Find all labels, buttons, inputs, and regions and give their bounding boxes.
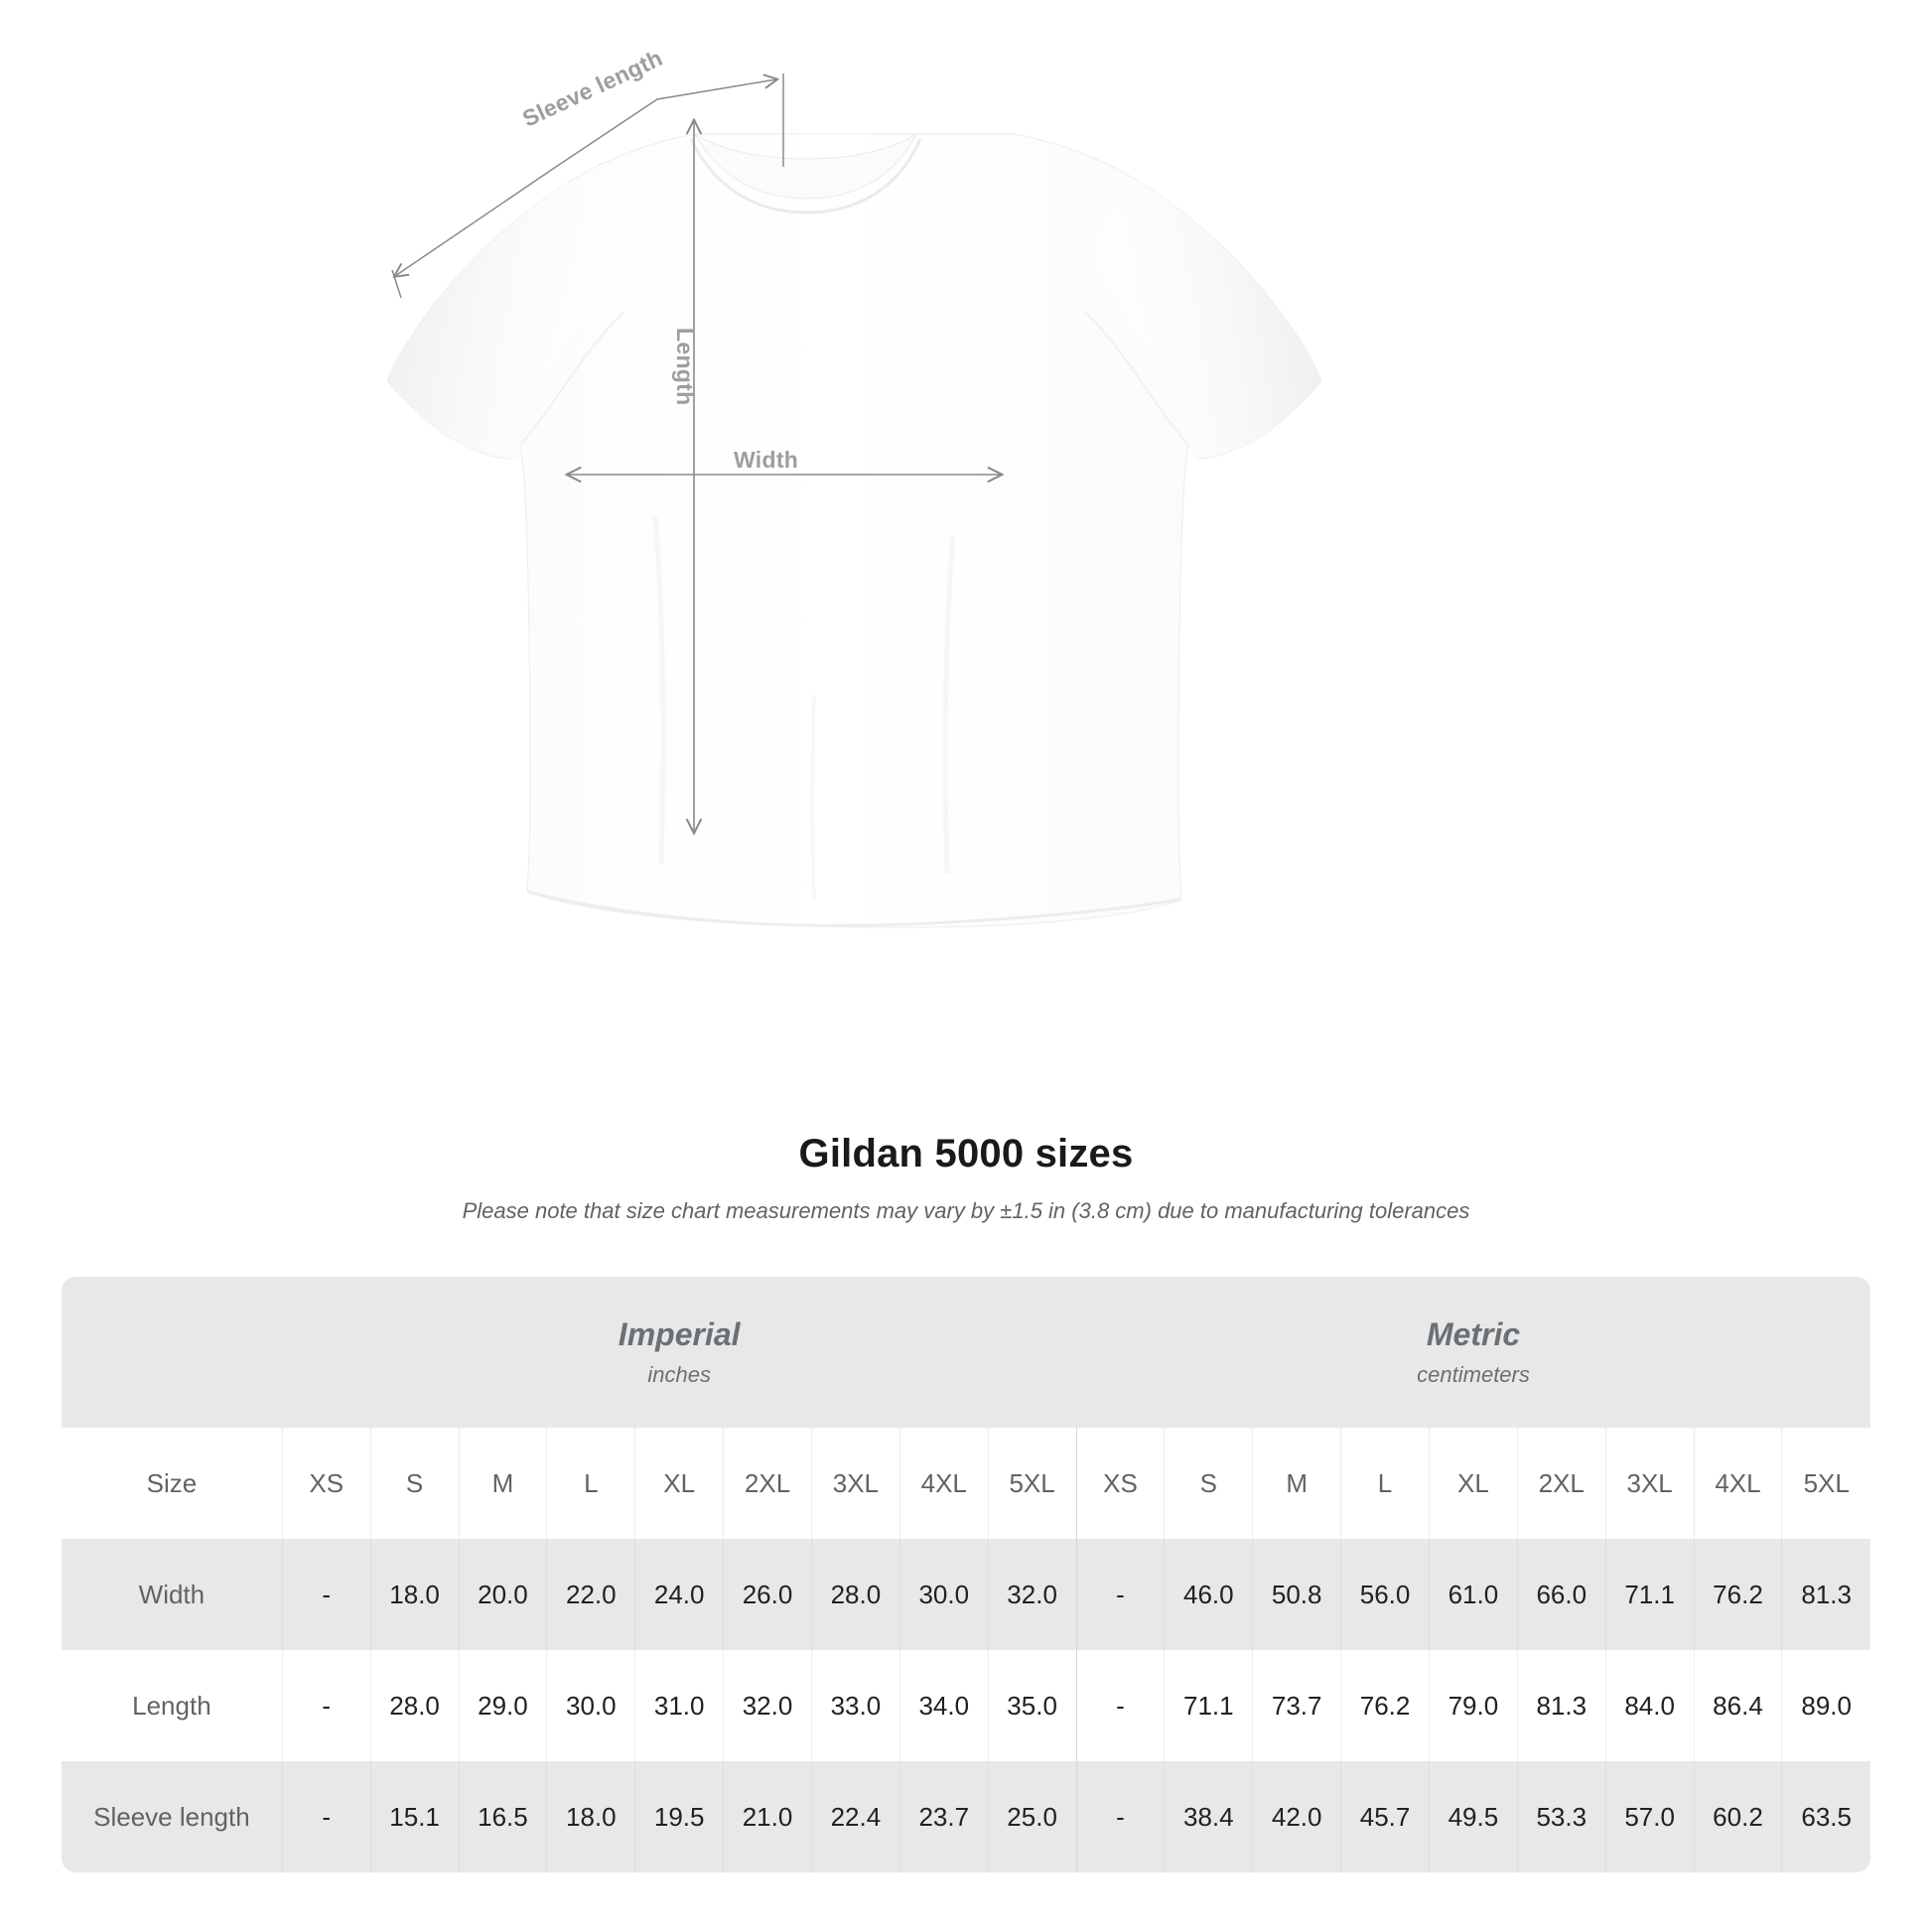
cell-sleeve-length-metric-4xl: 60.2 (1693, 1761, 1782, 1872)
unit-group-unit: centimeters (1417, 1362, 1530, 1388)
cell-sleeve-length-imperial-2xl: 21.0 (723, 1761, 812, 1872)
cell-length-metric-3xl: 84.0 (1604, 1650, 1695, 1761)
cell-length-metric-5xl: 89.0 (1781, 1650, 1870, 1761)
tshirt-illustration (386, 73, 1322, 928)
cell-width-metric-xs: - (1075, 1539, 1165, 1650)
unit-group-metric: Metric centimeters (1076, 1277, 1870, 1428)
cell-width-imperial-4xl: 30.0 (898, 1539, 989, 1650)
size-header-5xl: 5XL (1781, 1428, 1870, 1539)
size-header-3xl: 3XL (810, 1428, 900, 1539)
cell-sleeve-length-imperial-xl: 19.5 (634, 1761, 724, 1872)
cell-length-imperial-3xl: 33.0 (810, 1650, 900, 1761)
size-header-4xl: 4XL (898, 1428, 989, 1539)
unit-group-imperial: Imperial inches (282, 1277, 1077, 1428)
size-header-xs: XS (281, 1428, 371, 1539)
cell-width-imperial-l: 22.0 (546, 1539, 635, 1650)
size-header-xl: XL (634, 1428, 724, 1539)
cell-width-metric-l: 56.0 (1340, 1539, 1430, 1650)
cell-width-imperial-xl: 24.0 (634, 1539, 724, 1650)
shirt-shape (386, 132, 1322, 928)
cell-length-metric-s: 71.1 (1164, 1650, 1253, 1761)
size-header-row: Size XS S M L XL 2XL 3XL 4XL 5XL XS S M L XL 2XL 3XL 4XL 5… (62, 1428, 1870, 1539)
size-chart-table-wrapper: Imperial inches Metric centimeters Size XS S M L… (62, 1277, 1870, 1872)
cell-sleeve-length-metric-m: 42.0 (1252, 1761, 1341, 1872)
cell-length-imperial-m: 29.0 (458, 1650, 547, 1761)
size-header-s: S (369, 1428, 460, 1539)
cell-sleeve-length-imperial-m: 16.5 (458, 1761, 547, 1872)
unit-group-unit: inches (647, 1362, 711, 1388)
cell-width-metric-xl: 61.0 (1428, 1539, 1518, 1650)
length-label: Length (672, 328, 698, 406)
cell-width-metric-m: 50.8 (1252, 1539, 1341, 1650)
size-header-4xl: 4XL (1693, 1428, 1782, 1539)
size-header-s: S (1164, 1428, 1253, 1539)
size-header-3xl: 3XL (1604, 1428, 1695, 1539)
cell-sleeve-length-imperial-4xl: 23.7 (898, 1761, 989, 1872)
cell-width-metric-5xl: 81.3 (1781, 1539, 1870, 1650)
width-label: Width (734, 447, 799, 473)
cell-width-metric-2xl: 66.0 (1516, 1539, 1606, 1650)
size-header-m: M (1252, 1428, 1341, 1539)
table-row: Length -28.0 29.0 30.0 31.0 32.0 33.0 34.0 35.0-… (62, 1650, 1870, 1761)
size-header-2xl: 2XL (723, 1428, 812, 1539)
cell-length-imperial-s: 28.0 (369, 1650, 460, 1761)
size-chart-table: Imperial inches Metric centimeters Size XS S M L… (62, 1277, 1870, 1872)
cell-sleeve-length-metric-3xl: 57.0 (1604, 1761, 1695, 1872)
size-header-xs: XS (1075, 1428, 1165, 1539)
cell-width-imperial-3xl: 28.0 (810, 1539, 900, 1650)
cell-sleeve-length-imperial-s: 15.1 (369, 1761, 460, 1872)
size-header-l: L (1340, 1428, 1430, 1539)
size-header-5xl: 5XL (987, 1428, 1077, 1539)
cell-length-metric-l: 76.2 (1340, 1650, 1430, 1761)
page-title: Gildan 5000 sizes (798, 1132, 1134, 1175)
row-label-length: Length (62, 1650, 283, 1761)
cell-width-imperial-xs: - (281, 1539, 371, 1650)
cell-sleeve-length-metric-xs: - (1075, 1761, 1165, 1872)
size-header-xl: XL (1428, 1428, 1518, 1539)
cell-sleeve-length-imperial-3xl: 22.4 (810, 1761, 900, 1872)
table-row: Width -18.0 20.0 22.0 24.0 26.0 28.0 30.0 32.0-4… (62, 1539, 1870, 1650)
row-label-sleeve-length: Sleeve length (62, 1761, 283, 1872)
cell-length-metric-2xl: 81.3 (1516, 1650, 1606, 1761)
cell-width-metric-3xl: 71.1 (1604, 1539, 1695, 1650)
sleeve-length-dimension-arrow (391, 73, 784, 299)
cell-length-imperial-4xl: 34.0 (898, 1650, 989, 1761)
size-header-l: L (546, 1428, 635, 1539)
cell-sleeve-length-metric-xl: 49.5 (1428, 1761, 1518, 1872)
cell-sleeve-length-metric-s: 38.4 (1164, 1761, 1253, 1872)
cell-length-imperial-xl: 31.0 (634, 1650, 724, 1761)
unit-header-spacer (62, 1277, 283, 1428)
cell-sleeve-length-imperial-l: 18.0 (546, 1761, 635, 1872)
cell-width-metric-4xl: 76.2 (1693, 1539, 1782, 1650)
cell-width-imperial-m: 20.0 (458, 1539, 547, 1650)
cell-width-metric-s: 46.0 (1164, 1539, 1253, 1650)
size-row-label: Size (62, 1428, 283, 1539)
cell-length-imperial-xs: - (281, 1650, 371, 1761)
cell-length-metric-xl: 79.0 (1428, 1650, 1518, 1761)
cell-width-imperial-s: 18.0 (369, 1539, 460, 1650)
unit-group-name: Imperial (618, 1315, 741, 1352)
cell-width-imperial-2xl: 26.0 (723, 1539, 812, 1650)
row-label-width: Width (62, 1539, 283, 1650)
cell-length-metric-4xl: 86.4 (1693, 1650, 1782, 1761)
unit-header-row: Imperial inches Metric centimeters (62, 1277, 1870, 1428)
cell-length-metric-xs: - (1075, 1650, 1165, 1761)
table-row: Sleeve length -15.1 16.5 18.0 19.5 21.0 22.4 23… (62, 1761, 1870, 1872)
unit-group-name: Metric (1426, 1315, 1521, 1352)
cell-length-imperial-5xl: 35.0 (987, 1650, 1077, 1761)
cell-length-imperial-l: 30.0 (546, 1650, 635, 1761)
size-header-m: M (458, 1428, 547, 1539)
title-block: Gildan 5000 sizes Please note that size … (0, 1132, 1932, 1224)
cell-width-imperial-5xl: 32.0 (987, 1539, 1077, 1650)
cell-sleeve-length-imperial-xs: - (281, 1761, 371, 1872)
cell-sleeve-length-metric-2xl: 53.3 (1516, 1761, 1606, 1872)
tolerance-note: Please note that size chart measurements… (462, 1198, 1470, 1223)
cell-sleeve-length-metric-5xl: 63.5 (1781, 1761, 1870, 1872)
cell-length-metric-m: 73.7 (1252, 1650, 1341, 1761)
cell-sleeve-length-metric-l: 45.7 (1340, 1761, 1430, 1872)
cell-sleeve-length-imperial-5xl: 25.0 (987, 1761, 1077, 1872)
tshirt-diagram: Sleeve length Length Width (386, 45, 1322, 928)
size-header-2xl: 2XL (1516, 1428, 1606, 1539)
cell-length-imperial-2xl: 32.0 (723, 1650, 812, 1761)
